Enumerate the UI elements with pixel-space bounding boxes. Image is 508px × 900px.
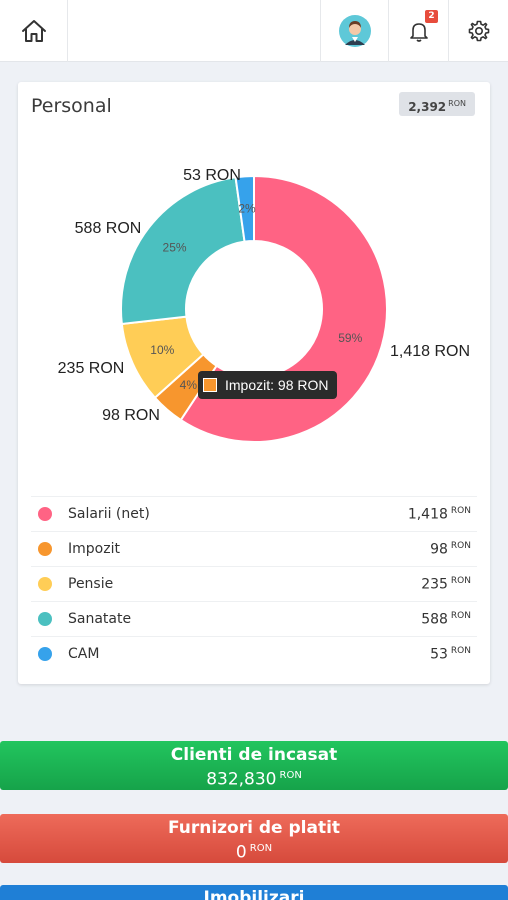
slice-sanatate[interactable] [120, 176, 246, 326]
legend-value: 98 RON [430, 541, 471, 558]
legend-amount: 53 [430, 646, 448, 663]
top-bar: 2 [0, 0, 508, 62]
notifications-button[interactable]: 2 [388, 0, 448, 62]
legend-currency: RON [450, 505, 471, 516]
clients-title: Clienti de incasat [170, 745, 338, 765]
legend-amount: 588 [421, 611, 448, 628]
legend-label: CAM [68, 646, 100, 662]
tooltip-text: Impozit: 98 RON [225, 377, 329, 393]
legend-item[interactable]: Sanatate 588 RON [31, 601, 477, 636]
legend-dot [38, 507, 52, 521]
slice-percent-label: 10% [150, 343, 174, 357]
legend-currency: RON [450, 645, 471, 656]
settings-button[interactable] [448, 0, 508, 62]
assets-title: Imobilizari [203, 888, 305, 900]
legend-label: Sanatate [68, 611, 132, 627]
slice-value-label: 235 RON [58, 360, 125, 377]
tooltip-swatch [203, 378, 217, 392]
legend-amount: 235 [421, 576, 448, 593]
clients-value: 832,830 [206, 769, 277, 790]
slice-cam[interactable] [234, 174, 255, 243]
legend-amount: 98 [430, 541, 448, 558]
assets-bar[interactable]: Imobilizari [0, 885, 508, 900]
slice-percent-label: 59% [338, 331, 362, 345]
legend-label: Salarii (net) [68, 506, 150, 522]
legend-dot [38, 542, 52, 556]
chart-tooltip: Impozit: 98 RON [198, 371, 338, 399]
suppliers-currency: RON [249, 843, 273, 854]
slice-value-label: 1,418 RON [390, 343, 470, 360]
legend-item[interactable]: CAM 53 RON [31, 636, 477, 671]
gear-icon [468, 20, 489, 42]
legend-item[interactable]: Salarii (net) 1,418 RON [31, 496, 477, 531]
legend-dot [38, 612, 52, 626]
legend-label: Impozit [68, 541, 120, 557]
legend-value: 1,418 RON [408, 506, 471, 523]
slice-percent-label: 2% [238, 202, 256, 216]
legend-dot [38, 577, 52, 591]
slice-value-label: 98 RON [102, 407, 160, 424]
card-title: Personal [31, 95, 112, 117]
avatar-button[interactable] [320, 0, 388, 62]
personal-card: Personal 2,392 RON 59% 1,418 RON 4% 98 RON 10… [18, 82, 490, 684]
suppliers-title: Furnizori de platit [167, 818, 341, 838]
slice-value-label: 53 RON [183, 167, 241, 184]
legend-value: 53 RON [430, 646, 471, 663]
donut-chart[interactable]: 59% 1,418 RON 4% 98 RON 10% 235 RON 25% 588 RON… [18, 82, 490, 492]
slice-percent-label: 4% [180, 378, 198, 392]
legend-item[interactable]: Impozit 98 RON [31, 531, 477, 566]
legend-currency: RON [450, 610, 471, 621]
clients-currency: RON [279, 770, 302, 781]
legend-item[interactable]: Pensie 235 RON [31, 566, 477, 601]
total-value: 2,392 [408, 100, 447, 114]
avatar-icon [338, 15, 371, 47]
legend-currency: RON [450, 540, 471, 551]
legend-currency: RON [450, 575, 471, 586]
suppliers-payable-bar[interactable]: Furnizori de platit 0 RON [0, 814, 508, 863]
legend-amount: 1,418 [407, 506, 448, 523]
clients-receivable-bar[interactable]: Clienti de incasat 832,830 RON [0, 741, 508, 790]
home-button[interactable] [0, 0, 68, 62]
legend-value: 235 RON [421, 576, 471, 593]
bell-icon [409, 23, 428, 42]
total-currency: RON [448, 99, 466, 108]
slice-percent-label: 25% [163, 240, 187, 254]
legend-dot [38, 647, 52, 661]
home-icon [21, 20, 46, 42]
slice-value-label: 588 RON [75, 220, 142, 237]
notifications-badge: 2 [425, 10, 438, 23]
suppliers-value: 0 [235, 842, 247, 863]
total-badge: 2,392 RON [399, 92, 475, 116]
chart-legend: Salarii (net) 1,418 RON Impozit 98 RON Pensie 2… [31, 496, 477, 671]
legend-label: Pensie [68, 576, 114, 592]
legend-value: 588 RON [421, 611, 471, 628]
